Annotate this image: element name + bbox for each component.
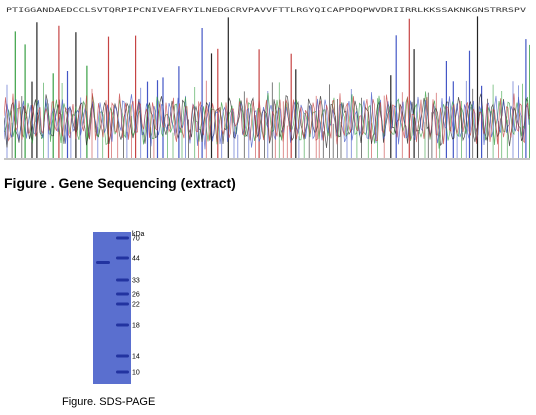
marker-band <box>116 323 129 327</box>
marker-label: 18 <box>132 323 140 330</box>
sample-band <box>96 261 110 264</box>
marker-label: 26 <box>132 292 140 299</box>
marker-label: 14 <box>132 354 140 361</box>
marker-label: 44 <box>132 256 140 263</box>
gel-svg: kDa 70 44 33 26 22 18 14 10 <box>93 231 145 384</box>
sequencing-chromatogram: PTIGGANDAEDCCLSVTQRPIPCNIVEAFRYILNEDGCRV… <box>4 2 530 162</box>
gel-bands <box>96 236 129 374</box>
trace-waves <box>4 91 530 150</box>
marker-band <box>116 278 129 282</box>
marker-labels: 70 44 33 26 22 18 14 10 <box>132 236 140 377</box>
marker-band <box>116 236 129 240</box>
marker-label: 70 <box>132 236 140 243</box>
sds-page-caption: Figure. SDS-PAGE <box>62 396 156 408</box>
kda-label: kDa <box>132 231 145 238</box>
chromatogram-svg: PTIGGANDAEDCCLSVTQRPIPCNIVEAFRYILNEDGCRV… <box>4 6 530 160</box>
marker-band <box>116 302 129 306</box>
sequence-letters: PTIGGANDAEDCCLSVTQRPIPCNIVEAFRYILNEDGCRV… <box>6 6 526 14</box>
marker-band <box>116 370 129 374</box>
marker-band <box>116 354 129 358</box>
marker-label: 10 <box>132 370 140 377</box>
marker-band <box>116 256 129 260</box>
sequencing-caption: Figure . Gene Sequencing (extract) <box>4 175 236 191</box>
trace-wave <box>4 93 530 145</box>
marker-band <box>116 292 129 296</box>
marker-label: 22 <box>132 302 140 309</box>
gel-lane <box>93 232 131 384</box>
sds-page-gel: kDa 70 44 33 26 22 18 14 10 <box>88 228 148 386</box>
marker-label: 33 <box>132 278 140 285</box>
